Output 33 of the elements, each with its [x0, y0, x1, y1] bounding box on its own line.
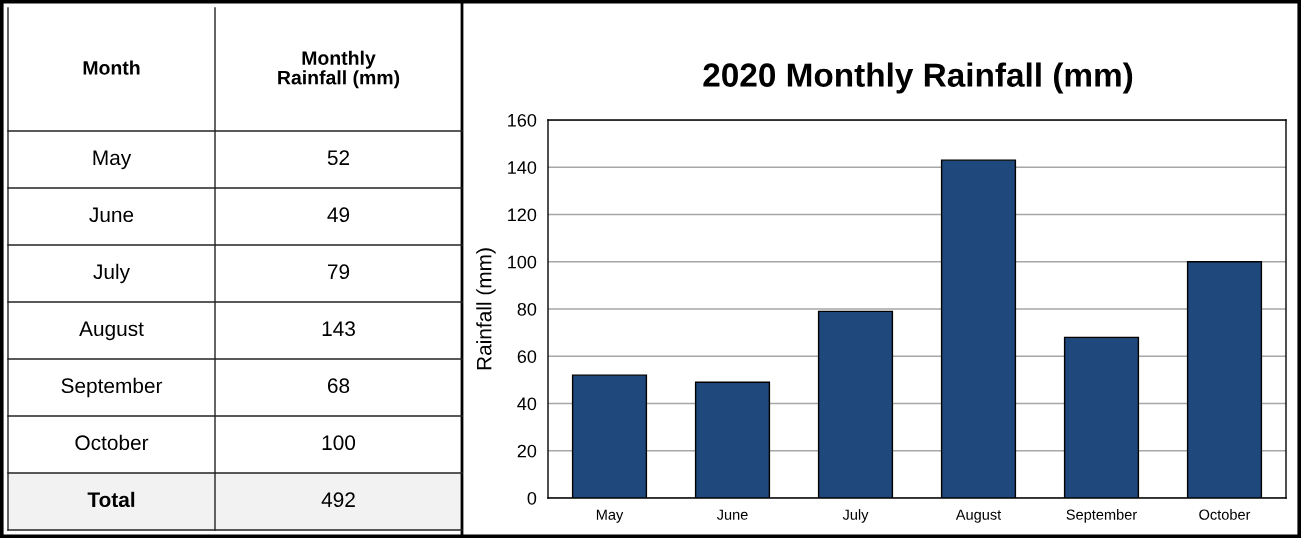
category-label: July — [93, 263, 130, 284]
y-tick-label: 140 — [508, 161, 537, 174]
data-label: 79 — [327, 264, 350, 280]
x-tick-label: June — [716, 509, 748, 520]
data-label: 52 — [327, 150, 350, 166]
y-axis-title: Rainfall (mm) — [476, 248, 496, 370]
text: Monthly Rainfall (mm) — [278, 50, 400, 89]
y-tick-label: 60 — [517, 350, 537, 363]
y-tick-label: 40 — [517, 397, 537, 411]
text: 492 — [321, 492, 355, 508]
data-label: 143 — [322, 321, 355, 337]
y-tick-label: 120 — [508, 208, 537, 222]
x-tick-label: September — [1066, 509, 1137, 523]
x-tick-label: July — [842, 509, 869, 523]
x-tick-label: October — [1199, 509, 1251, 520]
chart-title: 2020 Monthly Rainfall (mm) — [703, 62, 1133, 94]
y-tick-label: 100 — [508, 255, 537, 269]
y-tick-label: 20 — [517, 444, 537, 458]
category-label: June — [89, 207, 134, 223]
y-tick-label: 80 — [517, 302, 537, 316]
data-label: 49 — [327, 207, 350, 223]
category-label: August — [79, 321, 144, 341]
x-tick-label: May — [596, 509, 624, 523]
y-tick-label: 0 — [527, 491, 537, 505]
category-label: September — [61, 377, 163, 398]
y-tick-label: 160 — [508, 113, 537, 127]
text: Month — [83, 60, 140, 75]
x-tick-label: August — [955, 509, 1002, 523]
text: Total — [87, 491, 135, 508]
data-label: 68 — [327, 378, 350, 394]
category-label: May — [93, 150, 132, 170]
data-label: 100 — [322, 435, 356, 451]
category-label: October — [75, 434, 149, 451]
